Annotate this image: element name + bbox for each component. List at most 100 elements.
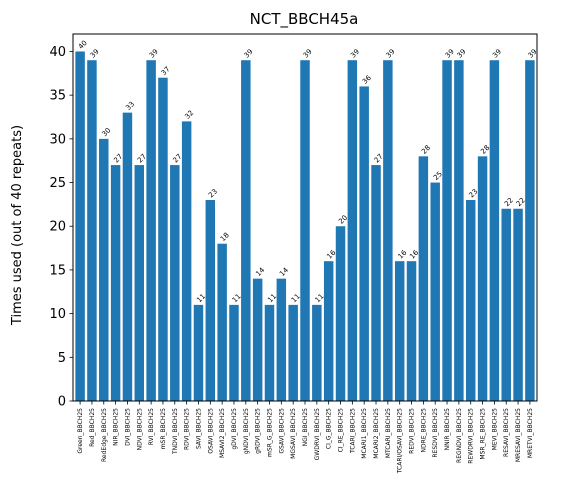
y-axis-label: Times used (out of 40 repeats)	[10, 125, 25, 326]
data-label-MEVI_BBCH25: 39	[491, 48, 503, 60]
data-label-OSAVI_BBCH25: 23	[207, 187, 219, 199]
bar-NIR_BBCH25	[110, 165, 121, 401]
bar-Green_BBCH25	[75, 51, 85, 401]
bar-DVI_BBCH25	[122, 112, 133, 401]
data-label-MTCARI_BBCH25: 39	[385, 48, 397, 60]
data-label-mSR_G_BBCH25: 11	[266, 292, 278, 304]
bar-RVI_BBCH25	[146, 60, 156, 402]
data-label-MCARI1_BBCH25: 36	[361, 74, 373, 86]
data-label-RedEdge_BBCH25: 30	[101, 126, 113, 138]
chart-title: NCT_BBCH45a	[250, 10, 359, 29]
x-tick-label: mSR_G_BBCH25	[266, 408, 273, 457]
bar-gDVI_BBCH25	[229, 304, 239, 401]
y-tick-label: 30	[49, 132, 66, 147]
x-tick-label: gNDVI_BBCH25	[243, 408, 250, 454]
data-label-NGI_BBCH25: 39	[302, 48, 314, 60]
data-label-gDVI_BBCH25: 11	[231, 292, 243, 304]
x-tick-label: CI_RE_BBCH25	[338, 408, 345, 453]
x-tick-label: RESAVI_BBCH25	[503, 408, 510, 457]
y-tick-label: 25	[49, 176, 66, 191]
data-label-NDRE_BBCH25: 28	[420, 144, 432, 156]
data-label-TCARI/OSAVI_BBCH25: 16	[396, 248, 408, 260]
x-tick-label: REGNDVI_BBCH25	[456, 408, 463, 463]
bar-OSAVI_BBCH25	[205, 200, 216, 401]
bar-NDRE_BBCH25	[418, 156, 429, 401]
x-tick-label: REDVI_BBCH25	[409, 408, 416, 454]
bar-MCARI1_BBCH25	[359, 86, 369, 402]
x-tick-label: RDVI_BBCH25	[184, 408, 191, 450]
data-label-MRESAVI_BBCH25: 22	[515, 196, 527, 208]
bar-CI_RE_BBCH25	[335, 226, 346, 401]
x-tick-label: RVI_BBCH25	[148, 408, 155, 445]
x-tick-label: NIR_BBCH25	[113, 408, 120, 446]
y-axis: 0 5 10 15 20 25 30 35 40	[49, 45, 73, 410]
bar-gRDVI_BBCH25	[252, 278, 263, 401]
bar-NGI_BBCH25	[300, 60, 310, 402]
x-tick-label: MRESAVI_BBCH25	[515, 408, 522, 462]
data-label-gNDVI_BBCH25: 39	[243, 48, 255, 60]
data-label-Red_BBCH25: 39	[89, 48, 101, 60]
bar-MRESAVI_BBCH25	[513, 208, 523, 401]
data-label-TNDVI_BBCH25: 27	[172, 153, 184, 165]
data-label-NIR_BBCH25: 27	[112, 153, 124, 165]
bar-TCARI_BBCH25	[347, 60, 358, 402]
bars-group	[75, 51, 535, 402]
x-tick-label: NNIR_BBCH25	[444, 408, 451, 451]
bar-SAVI_BBCH25	[193, 304, 204, 401]
data-label-REGNDVI_BBCH25: 39	[456, 48, 468, 60]
data-label-MGSAVI_BBCH25: 11	[290, 292, 302, 304]
bar-MTCARI_BBCH25	[383, 60, 393, 402]
x-tick-label: MSAVI2_BBCH25	[219, 408, 226, 458]
bar-REDVI_BBCH25	[406, 261, 417, 401]
x-tick-label: MCARI1_BBCH25	[361, 408, 368, 459]
bar-RESDVI_BBCH25	[430, 182, 440, 401]
bar-TCARI/OSAVI_BBCH25	[394, 261, 405, 401]
x-tick-label: NDRE_BBCH25	[420, 408, 427, 453]
bar-GSAVI_BBCH25	[276, 278, 287, 401]
y-tick-label: 5	[58, 351, 66, 366]
bar-MSAVI2_BBCH25	[217, 243, 227, 401]
plot-frame	[72, 33, 538, 402]
data-label-Green_BBCH25: 40	[77, 39, 89, 51]
x-tick-label: mSR_BBCH25	[160, 408, 167, 449]
x-tick-label: MSR_RE_BBCH25	[480, 408, 487, 460]
bar-RESAVI_BBCH25	[501, 208, 511, 401]
y-tick-label: 0	[58, 395, 66, 410]
bar-RedEdge_BBCH25	[99, 138, 109, 402]
data-label-MSAVI2_BBCH25: 18	[219, 231, 231, 243]
bar-MCARI2_BBCH25	[371, 165, 381, 401]
bar-TNDVI_BBCH25	[170, 165, 180, 401]
x-tick-label: Green_BBCH25	[77, 408, 84, 454]
data-label-TCARI_BBCH25: 39	[349, 48, 361, 60]
data-label-mSR_BBCH25: 37	[160, 65, 172, 77]
x-tick-label: GWDRVI_BBCH25	[314, 408, 321, 461]
x-axis: Green_BBCH25 Red_BBCH25 RedEdge_BBCH25 NIR_…	[77, 401, 534, 474]
x-tick-label: gRDVI_BBCH25	[255, 408, 262, 454]
x-tick-label: OSAVI_BBCH25	[207, 408, 214, 454]
data-label-RVI_BBCH25: 39	[148, 48, 160, 60]
bar-NDVI_BBCH25	[134, 165, 145, 401]
x-tick-label: REWDRVI_BBCH25	[468, 408, 475, 464]
data-label-GSAVI_BBCH25: 14	[278, 266, 290, 278]
x-tick-label: TNDVI_BBCH25	[172, 408, 179, 455]
data-label-RESAVI_BBCH25: 22	[503, 196, 515, 208]
x-tick-label: MTCARI_BBCH25	[385, 408, 392, 458]
data-label-RESDVI_BBCH25: 25	[432, 170, 444, 182]
x-tick-label: TCARI/OSAVI_BBCH25	[397, 408, 404, 474]
bar-RDVI_BBCH25	[181, 121, 192, 401]
bar-REWDRVI_BBCH25	[465, 200, 476, 401]
x-tick-label: RESDVI_BBCH25	[432, 408, 439, 458]
x-tick-label: DVI_BBCH25	[124, 408, 131, 446]
bar-gNDVI_BBCH25	[241, 60, 251, 402]
bar-MSR_RE_BBCH25	[477, 156, 488, 401]
bar-CI_G_BBCH25	[323, 261, 334, 401]
x-tick-label: SAVI_BBCH25	[195, 408, 202, 449]
y-tick-label: 40	[49, 45, 66, 60]
bar-MRETVI_BBCH25	[525, 60, 535, 402]
y-tick-label: 15	[49, 263, 66, 278]
y-tick-label: 10	[49, 307, 66, 322]
bar-NNIR_BBCH25	[442, 60, 452, 402]
bar-mSR_BBCH25	[158, 77, 168, 401]
x-tick-label: MRETVI_BBCH25	[527, 408, 534, 458]
